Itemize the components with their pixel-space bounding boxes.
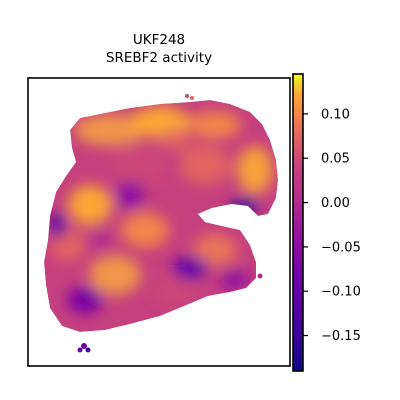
colorbar-tick-label: 0.00: [321, 196, 350, 211]
tissue-heatmap: [44, 100, 278, 332]
colorbar-tick-label: 0.10: [321, 107, 350, 122]
colorbar-tick-label: −0.15: [321, 329, 361, 344]
chart-title-line-1: UKF248: [133, 32, 185, 48]
colorbar-tick-label: 0.05: [321, 152, 350, 167]
colorbar: [292, 73, 304, 372]
colorbar-ticks: 0.10 0.05 0.00 −0.05 −0.10 −0.15: [303, 107, 361, 344]
colorbar-tick-label: −0.05: [321, 240, 361, 255]
chart-title-line-2: SREBF2 activity: [106, 50, 212, 66]
detached-spots: [77, 94, 263, 353]
colorbar-tick-label: −0.10: [321, 285, 361, 300]
